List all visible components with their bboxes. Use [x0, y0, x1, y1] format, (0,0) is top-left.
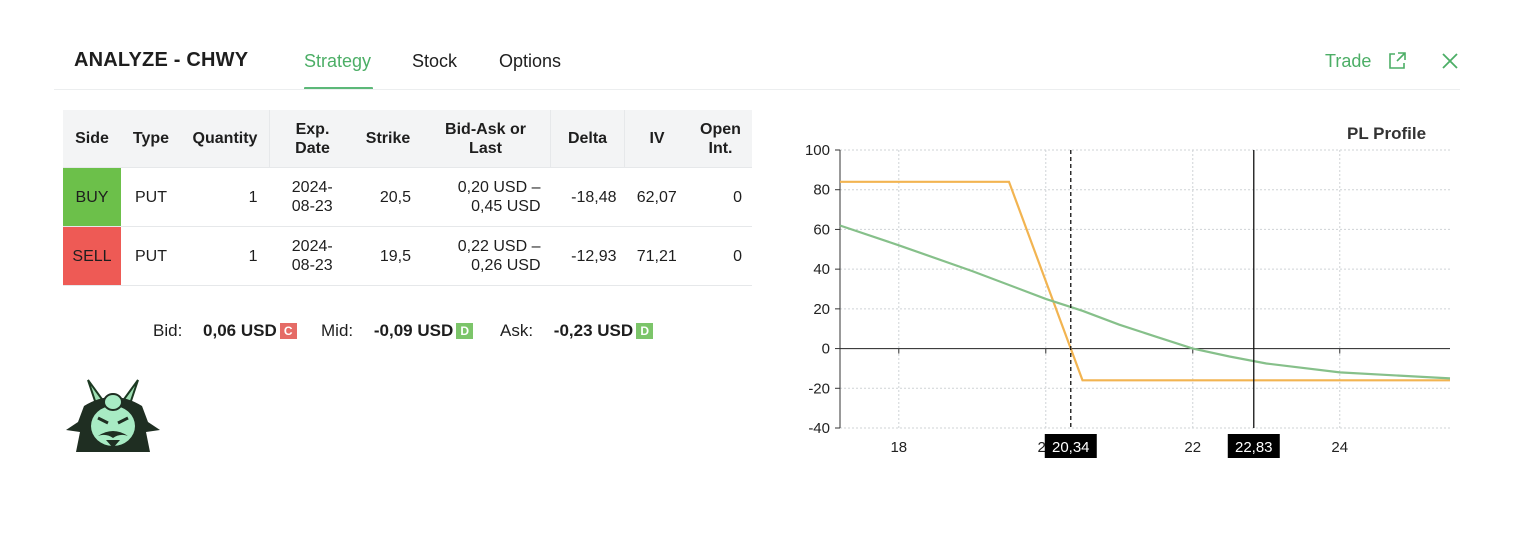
bid-value: 0,06 USD [203, 321, 277, 340]
y-tick-label: -40 [808, 420, 830, 437]
ask-value: -0,23 USD [553, 321, 634, 340]
cell-exp-date-line2: 08-23 [291, 198, 333, 215]
col-header-strike: Strike [355, 110, 421, 168]
col-header-open-int: Open Int. [689, 110, 752, 168]
cell-bid-ask-line1: 0,20 USD – [457, 179, 541, 196]
tab-options[interactable]: Options [499, 51, 562, 71]
y-tick-label: 80 [813, 182, 830, 199]
cell-bid-ask-line1: 0,22 USD – [457, 238, 541, 255]
y-tick-label: 100 [805, 142, 830, 159]
x-tick-label: 22 [1184, 439, 1201, 456]
cell-quantity: 1 [181, 226, 270, 286]
cell-quantity: 1 [181, 167, 270, 227]
col-header-bid-ask-line1: Bid-Ask or [445, 120, 526, 138]
chart-title: PL Profile [1347, 124, 1427, 143]
table-row: SELL PUT 1 2024- 08-23 19,5 0,22 USD –0,2… [63, 226, 752, 286]
bid-badge: C [279, 323, 297, 339]
table-row: BUY PUT 1 2024- 08-23 20,5 0,20 USD – 0,45… [63, 167, 752, 227]
col-header-exp-date-line1: Exp. [295, 120, 330, 138]
cell-delta: -18,48 [550, 167, 625, 227]
tab-stock[interactable]: Stock [412, 51, 458, 71]
col-header-iv: IV [624, 110, 689, 168]
page-title: ANALYZE - CHWY [74, 49, 249, 71]
header-divider [54, 89, 1460, 90]
cell-iv: 71,21 [624, 226, 689, 286]
cell-type: PUT [121, 167, 181, 227]
cell-delta: -12,93 [550, 226, 625, 286]
cell-bid-ask: 0,20 USD – 0,45 USD [421, 167, 551, 227]
y-tick-label: 60 [813, 221, 830, 238]
cell-open-int: 0 [689, 167, 752, 227]
col-header-bid-ask: Bid-Ask or Last [421, 110, 551, 168]
cell-exp-date-line2: 08-23 [291, 257, 333, 274]
mid-quote: Mid: -0,09 USD D [321, 321, 474, 341]
cell-bid-ask-line2: 0,45 USD [471, 198, 541, 215]
col-header-exp-date: Exp. Date [269, 110, 355, 168]
cell-bid-ask: 0,22 USD – 0,26 USD [421, 226, 551, 286]
cell-strike: 20,5 [355, 167, 421, 227]
ask-label: Ask: [500, 321, 534, 340]
cell-exp-date-line1: 2024- [291, 179, 333, 196]
marker-label-box [1044, 434, 1097, 458]
marker-label: 20,34 [1052, 439, 1090, 456]
cell-exp-date: 2024- 08-23 [269, 226, 355, 286]
strategy-legs-table: Side Type Quantity Exp. Date Strike Bid-A… [63, 110, 752, 286]
close-icon[interactable] [1440, 51, 1460, 71]
y-tick-label: 0 [822, 341, 830, 358]
series-line-1 [840, 180, 1450, 382]
cell-strike: 19,5 [355, 226, 421, 286]
col-header-exp-date-line2: Date [295, 139, 330, 157]
y-tick-label: 20 [813, 301, 830, 318]
col-header-bid-ask-line2: Last [469, 139, 502, 157]
bid-label: Bid: [153, 321, 183, 340]
cell-bid-ask-line2: 0,26 USD [471, 257, 541, 274]
col-header-delta: Delta [550, 110, 625, 168]
side-badge-buy: BUY [63, 167, 121, 227]
cell-iv: 62,07 [624, 167, 689, 227]
bid-quote: Bid: 0,06 USD C [153, 321, 297, 341]
active-tab-indicator [304, 87, 373, 90]
y-tick-label: -20 [808, 380, 830, 397]
cell-exp-date: 2024- 08-23 [269, 167, 355, 227]
col-header-type: Type [121, 110, 181, 168]
mid-label: Mid: [321, 321, 354, 340]
tab-strategy[interactable]: Strategy [304, 51, 372, 71]
table-header-row: Side Type Quantity Exp. Date Strike Bid-A… [63, 110, 752, 168]
x-tick-label: 18 [890, 439, 907, 456]
cell-open-int: 0 [689, 226, 752, 286]
mid-badge: D [456, 323, 474, 339]
col-header-open-int-line2: Int. [708, 139, 733, 157]
cell-exp-date-line1: 2024- [291, 238, 333, 255]
col-header-open-int-line1: Open [700, 120, 741, 138]
side-badge-sell: SELL [63, 226, 121, 286]
samurai-helmet-logo [66, 379, 160, 452]
series-line-2 [839, 224, 1451, 380]
col-header-quantity: Quantity [181, 110, 270, 168]
x-tick-label: 24 [1331, 439, 1348, 456]
ask-quote: Ask: -0,23 USD D [500, 321, 654, 341]
marker-label: 22,83 [1235, 439, 1273, 456]
cell-type: PUT [121, 226, 181, 286]
marker-label-box [1227, 434, 1280, 458]
y-tick-label: 40 [813, 261, 830, 278]
header-bar: ANALYZE - CHWY Strategy Stock Options Tr… [0, 0, 1536, 90]
mid-value: -0,09 USD [373, 321, 454, 340]
ask-badge: D [636, 323, 654, 339]
trade-button[interactable]: Trade [1325, 51, 1372, 71]
col-header-side: Side [63, 110, 121, 168]
external-link-icon[interactable] [1387, 51, 1407, 71]
